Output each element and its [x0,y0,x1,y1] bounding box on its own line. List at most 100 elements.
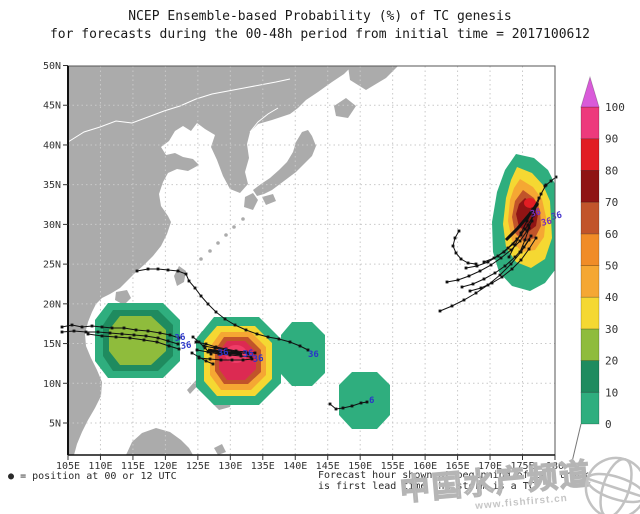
track-point [518,250,522,254]
land-shape [253,130,316,196]
position-dot-icon: ● [8,471,15,482]
storm-track [446,220,533,283]
land-shape [126,428,193,455]
track-point [534,236,538,240]
track-point [195,348,199,352]
storm-track [469,237,537,292]
track-point [466,261,470,265]
colorbar-label: 50 [605,260,618,273]
colorbar-label: 20 [605,355,618,368]
track-point [464,266,468,270]
track-point [527,226,531,230]
colorbar-label: 100 [605,101,625,114]
track-point [456,278,460,282]
track-point [532,212,536,216]
country-border-line [67,78,291,143]
track-point [451,244,455,248]
track-point [510,267,514,271]
forecast-hour-note-line1: Forecast hour shown at beginning of ea. … [318,470,589,481]
prob-blob-core [524,198,536,208]
track-point [204,359,208,363]
track-point [537,196,541,200]
colorbar-arrow [580,75,600,108]
island-dot [208,249,212,253]
track-point [135,269,139,273]
position-legend-label: = position at 00 or 12 UTC [20,471,177,482]
track-point [223,317,227,321]
colorbar-leader-line [571,423,582,463]
track-point [445,280,449,284]
chart-subtitle: for forecasts during the 00-48h period f… [49,27,591,42]
track-point [110,326,114,330]
colorbar-segment [580,328,600,361]
track-point [328,402,332,406]
track-point [341,406,345,410]
lon-label: 120E [153,461,177,472]
track-point [70,323,74,327]
land-shape [68,66,352,455]
track-point [108,331,112,335]
track-point [146,267,150,271]
land-shape [262,194,276,205]
track-point [478,269,482,273]
track-point [359,401,363,405]
track-point [214,310,218,314]
lat-label: 40N [43,140,61,151]
track-point [197,340,201,344]
track-point [334,407,338,411]
track-point [194,340,198,344]
colorbar-segment [580,106,600,140]
track-point [155,340,159,344]
track-point [482,260,486,264]
storm-track [461,235,532,288]
track-point [224,348,228,352]
track-point [166,339,170,343]
colorbar-segment [580,201,600,235]
lead-time-label: 36 [174,333,186,344]
lead-time-label: 6 [369,396,374,406]
colorbar-label: 40 [605,291,618,304]
track-point [209,352,213,356]
storm-track [207,348,243,356]
track-point [60,330,64,334]
track-point [132,333,136,337]
lead-time-label: 36 [540,216,553,228]
track-point [142,338,146,342]
track-point [500,275,504,279]
track-point [519,231,523,235]
lat-label: 10N [43,379,61,390]
track-point [474,262,478,266]
storm-track [191,352,214,365]
track-point [190,351,194,355]
lead-time-label: 36 [217,348,229,359]
position-legend: ● = position at 00 or 12 UTC [8,471,177,482]
lon-label: 165E [446,461,470,472]
track-point [525,219,529,223]
track-point [266,335,270,339]
lat-label: 20N [43,299,61,310]
track-point [191,335,195,339]
colorbar-label: 30 [605,323,618,336]
track-point [554,175,558,179]
colorbar-label: 60 [605,228,618,241]
track-point [176,269,180,273]
lon-label: 155E [381,461,405,472]
track-point [134,328,138,332]
prob-blob-ring [109,316,166,365]
track-point [156,267,160,271]
track-point [244,328,248,332]
storm-track [136,268,309,351]
track-point [144,334,148,338]
land-shape [214,444,226,455]
colorbar-label: 90 [605,133,618,146]
island-dot [216,241,220,245]
track-point [197,355,201,359]
lon-label: 170E [478,461,502,472]
track-point [513,255,517,259]
track-point [503,264,507,268]
land-shape [115,290,131,305]
storm-track [198,357,253,361]
track-point [288,340,292,344]
track-point [255,332,259,336]
